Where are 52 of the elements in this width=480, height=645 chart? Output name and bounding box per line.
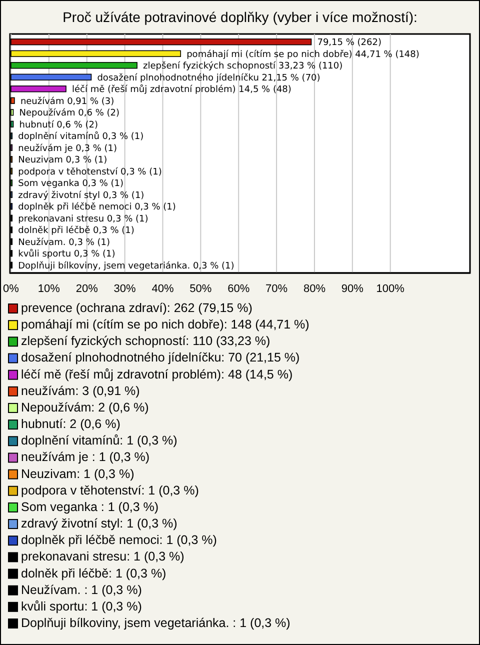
legend-label: prevence (ochrana zdraví): 262 (79,15 %) xyxy=(21,301,252,315)
data-label: doplnění vitamínů 0,3 % (1) xyxy=(18,131,144,142)
legend-label: dolněk při léčbě: 1 (0,3 %) xyxy=(21,566,166,580)
x-tick-label: 50% xyxy=(190,283,212,295)
x-tick-label: 20% xyxy=(76,283,98,295)
legend-label: Neužívam. : 1 (0,3 %) xyxy=(21,582,142,597)
legend-label: prekonavani stresu: 1 (0,3 %) xyxy=(21,550,184,564)
legend-label: Nepoužívám: 2 (0,6 %) xyxy=(21,400,149,414)
data-label: léčí mě (řeší můj zdravotní problém) 14,5 % (48) xyxy=(72,84,292,96)
data-label: Doplňuji bílkoviny, jsem vegetariánka. 0,3 % (1) xyxy=(18,260,234,272)
legend-label: doplnění vitamínů: 1 (0,3 %) xyxy=(21,434,178,448)
data-label: 79,15 % (262) xyxy=(317,38,382,48)
x-tick-label: 80% xyxy=(303,283,326,295)
data-label: Som veganka 0,3 % (1) xyxy=(18,179,124,190)
data-label: kvůli sportu 0,3 % (1) xyxy=(18,248,116,260)
data-label: pomáhají mi (cítím se po nich dobře) 44,71 % (148) xyxy=(186,48,420,60)
data-label: zdravý životní styl 0,3 % (1) xyxy=(18,190,144,201)
legend-label: Som veganka : 1 (0,3 %) xyxy=(21,500,159,514)
legend-label: pomáhají mi (cítím se po nich dobře): 148 (44,71 %) xyxy=(21,318,310,332)
x-tick-label: 10% xyxy=(38,283,60,295)
x-tick-label: 40% xyxy=(152,283,174,295)
data-label: dolněk při léčbě 0,3 % (1) xyxy=(18,225,134,236)
legend-label: doplněk při léčbě nemoci: 1 (0,3 %) xyxy=(21,533,217,548)
legend-label: Neuzivam: 1 (0,3 %) xyxy=(21,466,134,481)
legend-label: zdravý životní styl: 1 (0,3 %) xyxy=(21,516,178,531)
x-tick-label: 30% xyxy=(114,283,136,295)
legend-label: neužívám: 3 (0,91 %) xyxy=(21,384,140,398)
x-tick-label: 0% xyxy=(3,283,20,295)
data-label: Neuzivam 0,3 % (1) xyxy=(18,156,108,166)
data-label: zlepšení fyzických schopností 33,23 % (110) xyxy=(143,60,343,72)
legend-label: kvůli sportu: 1 (0,3 %) xyxy=(21,599,142,614)
data-label: podpora v těhotenství 0,3 % (1) xyxy=(18,166,162,178)
legend-label: hubnutí: 2 (0,6 %) xyxy=(21,417,120,432)
x-tick-label: 60% xyxy=(228,283,250,295)
x-tick-label: 100% xyxy=(376,283,405,295)
data-label: neužívám 0,91 % (3) xyxy=(20,96,114,107)
x-tick-label: 90% xyxy=(341,283,364,295)
chart-title: Proč užíváte potravinové doplňky (vyber i více možností): xyxy=(62,9,418,25)
data-label: hubnutí 0,6 % (2) xyxy=(19,119,98,130)
data-label: dosažení plnohodnotného jídelníčku 21,15 % (70) xyxy=(97,72,320,84)
legend-label: dosažení plnohodnotného jídelníčku: 70 (21,15 %) xyxy=(21,350,300,365)
data-label: prekonavani stresu 0,3 % (1) xyxy=(18,214,148,224)
legend-label: zlepšení fyzických schopností: 110 (33,23 %) xyxy=(21,334,270,348)
data-label: Nepoužívám 0,6 % (2) xyxy=(19,108,120,119)
legend-label: neužívám je : 1 (0,3 %) xyxy=(21,450,150,464)
legend-label: Doplňuji bílkoviny, jsem vegetariánka. : 1 (0,3 %) xyxy=(21,616,290,630)
data-label: neužívám je 0,3 % (1) xyxy=(18,142,118,154)
x-tick-label: 70% xyxy=(266,283,288,295)
data-label: doplněk při léčbě nemoci 0,3 % (1) xyxy=(18,202,176,213)
legend-label: léčí mě (řeší můj zdravotní problém): 48 (14,5 %) xyxy=(21,367,293,382)
data-label: Neužívam. 0,3 % (1) xyxy=(18,236,110,248)
legend-label: podpora v těhotenství: 1 (0,3 %) xyxy=(21,483,199,498)
